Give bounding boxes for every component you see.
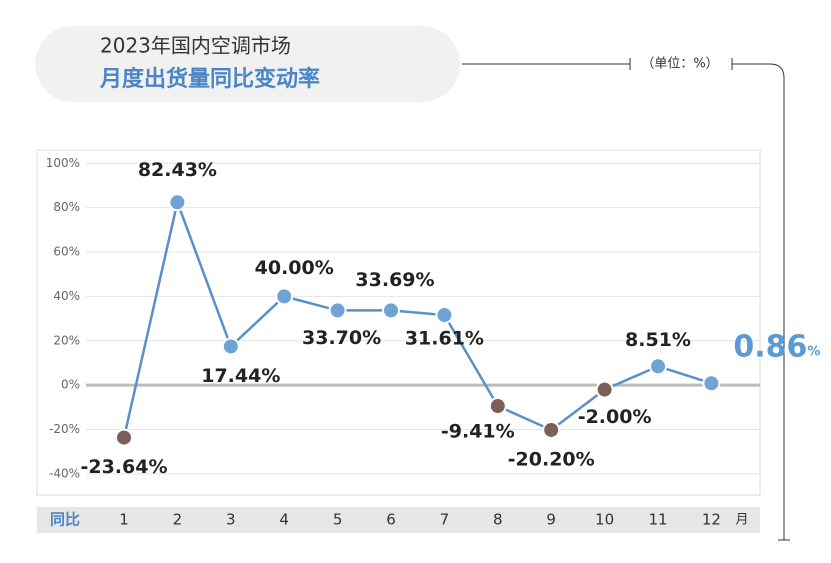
data-point: [328, 301, 347, 320]
data-point: [595, 380, 614, 399]
x-tick-label: 5: [333, 511, 343, 529]
data-point: [168, 193, 187, 212]
x-tick-label: 1: [119, 511, 129, 529]
x-tick-label: 11: [648, 511, 667, 529]
x-tick-label: 4: [279, 511, 289, 529]
data-label: -23.64%: [80, 456, 167, 478]
data-label: -9.41%: [441, 421, 515, 443]
x-tick-label: 9: [546, 511, 556, 529]
data-label: 82.43%: [138, 159, 217, 181]
x-tick-label: 12: [702, 511, 721, 529]
data-label: -2.00%: [578, 406, 652, 428]
data-point: [221, 337, 240, 356]
y-tick-label: 40%: [53, 289, 80, 303]
x-axis-label: 同比: [50, 511, 80, 529]
data-point: [702, 374, 721, 393]
data-label: 31.61%: [405, 328, 484, 350]
data-label: -20.20%: [508, 448, 595, 470]
data-point: [275, 287, 294, 306]
data-point: [542, 420, 561, 439]
data-label: 33.70%: [302, 327, 381, 349]
title-pill: [35, 26, 460, 102]
x-tick-label: 2: [173, 511, 183, 529]
x-unit: 月: [735, 513, 748, 528]
data-label-unit: %: [807, 344, 820, 359]
data-point: [435, 306, 454, 325]
data-point: [382, 301, 400, 320]
x-tick-label: 7: [440, 511, 450, 529]
y-tick-label: 100%: [46, 156, 80, 170]
data-point: [115, 428, 133, 447]
y-tick-label: 80%: [53, 200, 80, 214]
data-point: [649, 357, 667, 376]
plot-frame: [36, 149, 761, 496]
data-line: [122, 197, 712, 438]
data-point: [488, 397, 507, 416]
chart-title: 2023年国内空调市场: [100, 34, 291, 58]
bracket-line: [731, 58, 790, 541]
y-tick-label: 0%: [61, 378, 80, 392]
data-label: 33.69%: [355, 269, 434, 291]
x-tick-label: 3: [226, 511, 236, 529]
y-tick-label: 60%: [53, 245, 80, 259]
x-band: [37, 507, 760, 533]
x-tick-label: 8: [493, 511, 503, 529]
x-tick-label: 10: [595, 511, 614, 529]
data-label: 17.44%: [201, 365, 280, 387]
unit-note: （单位：%）: [641, 57, 718, 72]
y-tick-label: 20%: [53, 333, 80, 347]
y-tick-label: -20%: [49, 422, 80, 436]
chart-subtitle: 月度出货量同比变动率: [99, 66, 320, 92]
data-label-value: 0.86: [733, 329, 807, 364]
data-label: 40.00%: [255, 257, 334, 279]
data-label: 0.86%: [733, 329, 820, 364]
y-tick-label: -40%: [49, 466, 80, 480]
x-tick-label: 6: [386, 511, 396, 529]
data-label: 8.51%: [625, 329, 691, 351]
